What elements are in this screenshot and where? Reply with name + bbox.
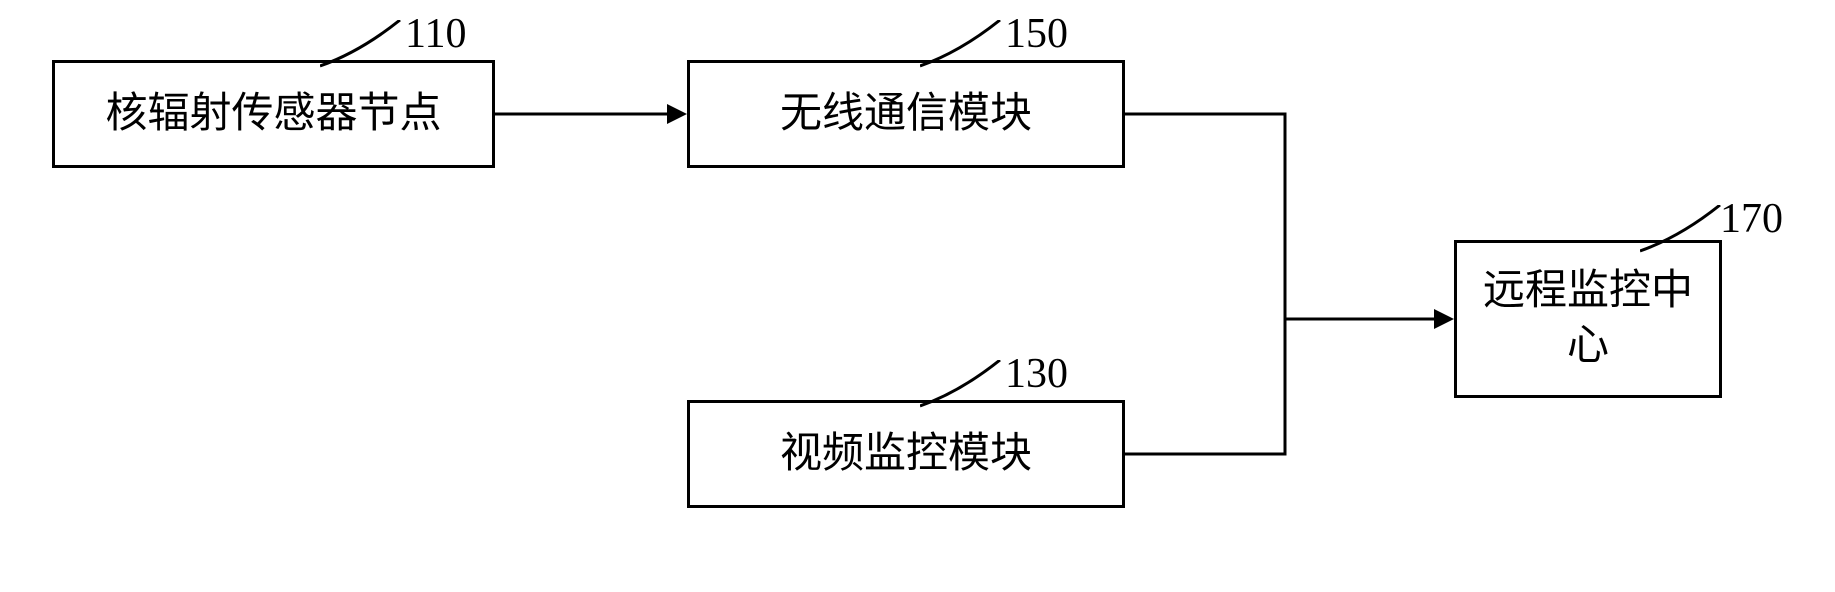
edge-130-170 <box>0 0 1835 592</box>
